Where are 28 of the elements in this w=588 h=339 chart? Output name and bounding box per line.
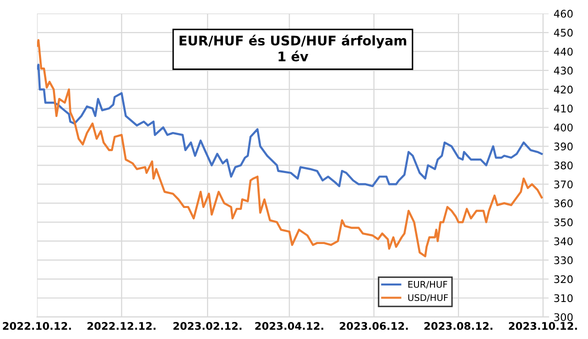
y-tick-label: 410 [554, 104, 573, 112]
y-tick-label: 340 [554, 237, 573, 246]
legend-label: USD/HUF [408, 294, 448, 302]
y-tick-label: 350 [554, 218, 573, 226]
x-tick-label: 2023.02.12. [173, 322, 242, 330]
x-tick-label: 2023.04.12. [255, 322, 324, 330]
y-tick-label: 430 [554, 66, 573, 75]
y-tick-label: 330 [554, 256, 573, 264]
line-series [37, 64, 543, 188]
y-tick-label: 370 [554, 180, 573, 188]
x-tick-label: 2023.08.12. [424, 322, 492, 330]
y-tick-label: 310 [554, 294, 573, 302]
legend-label: EUR/HUF [408, 281, 448, 288]
y-tick-label: 380 [554, 161, 573, 170]
y-tick-label: 450 [554, 28, 573, 37]
y-tick-label: 460 [554, 10, 573, 18]
y-tick-label: 440 [554, 48, 573, 56]
y-tick-label: 390 [554, 142, 573, 150]
y-tick-label: 320 [554, 275, 573, 284]
x-tick-label: 2023.06.12. [340, 322, 408, 330]
y-tick-label: 420 [554, 86, 573, 94]
y-tick-label: 300 [554, 313, 573, 322]
x-tick-label: 2022.10.12. [2, 322, 71, 330]
y-tick-label: 400 [554, 124, 573, 132]
y-tick-label: 360 [554, 199, 573, 208]
text: EUR/HUF és USD/HUF árfolyam 1 év [180, 34, 406, 62]
x-tick-label: 2023.10.12. [508, 322, 577, 330]
x-tick-label: 2022.12.12. [88, 322, 156, 330]
